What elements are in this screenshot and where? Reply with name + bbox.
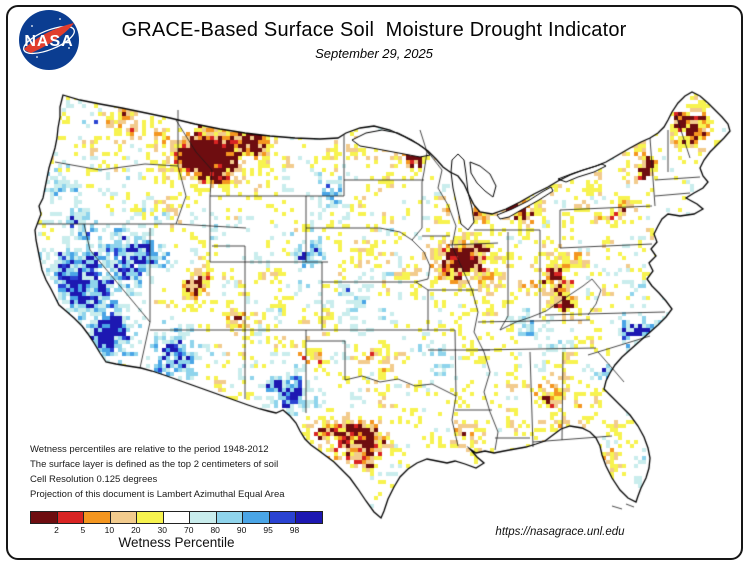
- legend-tick: 10: [104, 525, 115, 535]
- wetness-percentile-legend: 2 5 10 20 30 70 80 90 95 98 Wetness Percentile: [30, 511, 323, 550]
- nasa-logo-orbit: [23, 25, 75, 55]
- legend-tick-labels: 2 5 10 20 30 70 80 90 95 98: [30, 524, 323, 535]
- legend-color-segment: [296, 512, 323, 523]
- legend-color-bar: [30, 511, 323, 524]
- legend-tick: 5: [80, 525, 86, 535]
- page-title: GRACE-Based Surface Soil Moisture Drough…: [121, 19, 627, 41]
- footnote-line: Wetness percentiles are relative to the …: [30, 444, 269, 455]
- legend-tick: 90: [236, 525, 247, 535]
- legend-tick: 95: [263, 525, 273, 535]
- nasa-logo-swoosh: [24, 23, 74, 53]
- legend-color-segment: [190, 512, 217, 523]
- footnote-line: Projection of this document is Lambert A…: [30, 489, 285, 500]
- legend-color-segment: [243, 512, 270, 523]
- map-footnotes: Wetness percentiles are relative to the …: [30, 442, 285, 502]
- nasa-logo-text: NASA: [24, 33, 73, 50]
- legend-color-segment: [31, 512, 58, 523]
- legend-tick: 2: [54, 525, 59, 535]
- legend-tick: 30: [157, 525, 167, 535]
- legend-tick: 70: [183, 525, 194, 535]
- legend-color-segment: [163, 512, 191, 523]
- legend-title: Wetness Percentile: [118, 535, 235, 550]
- footnote-line: The surface layer is defined as the top …: [30, 459, 279, 470]
- footnote-line: Cell Resolution 0.125 degrees: [30, 474, 158, 485]
- us-drought-map: [18, 84, 734, 526]
- legend-color-segment: [269, 512, 297, 523]
- legend-color-segment: [216, 512, 244, 523]
- legend-tick: 80: [210, 525, 220, 535]
- legend-tick: 98: [289, 525, 300, 535]
- legend-color-segment: [110, 512, 138, 523]
- legend-tick: 20: [131, 525, 141, 535]
- legend-color-segment: [57, 512, 85, 523]
- nasa-logo: NASA: [19, 10, 79, 70]
- report-date: September 29, 2025: [315, 46, 433, 61]
- legend-color-segment: [137, 512, 164, 523]
- legend-color-segment: [84, 512, 111, 523]
- source-url[interactable]: https://nasagrace.unl.edu: [495, 526, 625, 538]
